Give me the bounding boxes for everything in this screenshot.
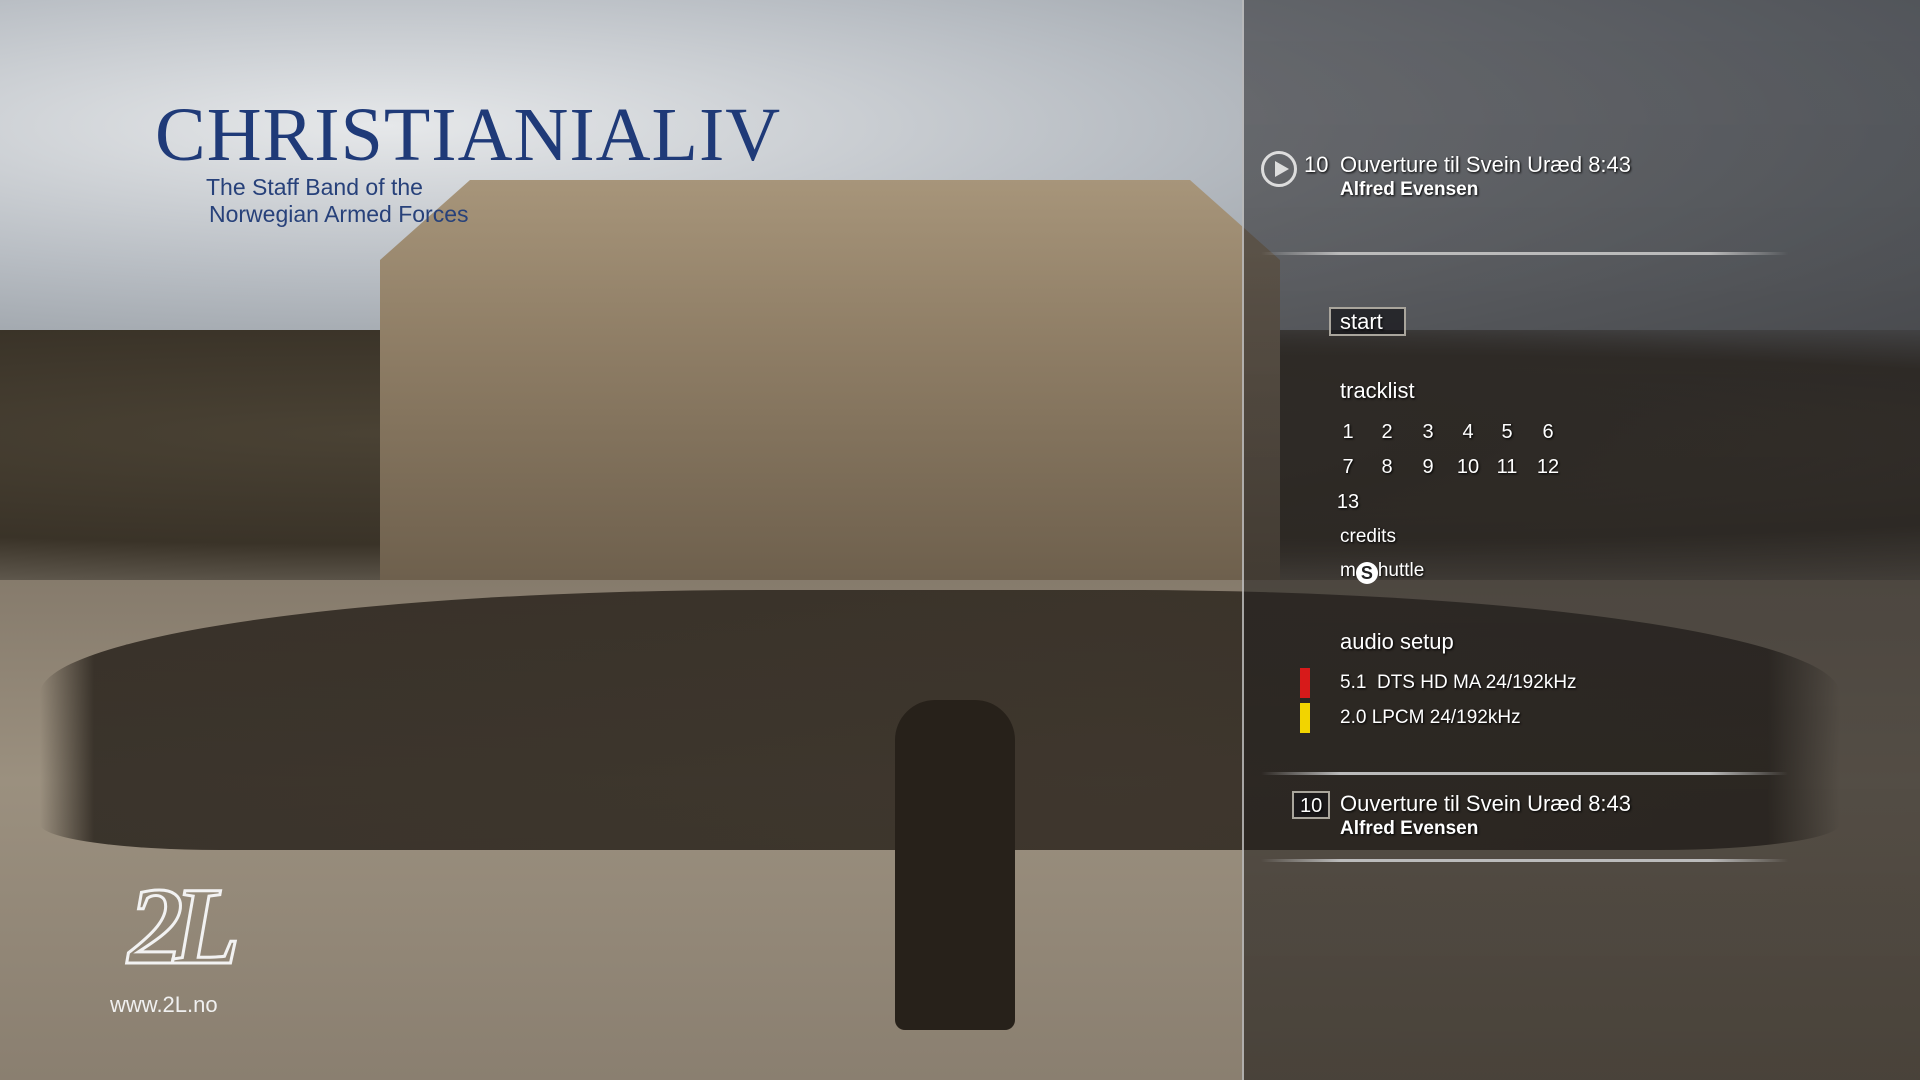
mshuttle-suffix: huttle — [1377, 560, 1425, 581]
divider — [1261, 859, 1788, 862]
audio-option-lpcm[interactable]: 2.0 LPCM 24/192kHz — [1340, 707, 1521, 728]
mshuttle-s-icon: S — [1355, 562, 1378, 584]
audio-setup-heading: audio setup — [1340, 629, 1454, 654]
website-text: www.2L.no — [110, 992, 218, 1017]
mshuttle-prefix: m — [1340, 560, 1356, 581]
tracklist-heading[interactable]: tracklist — [1340, 378, 1415, 403]
yellow-button-indicator — [1300, 703, 1310, 733]
track-13-button[interactable]: 13 — [1336, 491, 1360, 513]
selected-track-number-box: 10 — [1292, 791, 1330, 819]
track-5-button[interactable]: 5 — [1501, 421, 1513, 443]
track-2-button[interactable]: 2 — [1381, 421, 1393, 443]
track-4-button[interactable]: 4 — [1462, 421, 1474, 443]
menu-panel — [1242, 0, 1920, 1080]
credits-link[interactable]: credits — [1340, 526, 1396, 547]
track-3-button[interactable]: 3 — [1422, 421, 1434, 443]
subtitle-line-2: Norwegian Armed Forces — [209, 201, 469, 227]
album-title: CHRISTIANIALIV — [155, 93, 782, 177]
red-button-indicator — [1300, 668, 1310, 698]
start-label: start — [1340, 309, 1383, 334]
divider — [1261, 772, 1788, 775]
track-6-button[interactable]: 6 — [1542, 421, 1554, 443]
2l-logo: 2L — [126, 865, 241, 987]
track-11-button[interactable]: 11 — [1496, 456, 1518, 478]
selected-track-composer: Alfred Evensen — [1340, 818, 1479, 839]
now-playing-composer: Alfred Evensen — [1340, 179, 1479, 200]
play-circle-icon[interactable] — [1261, 151, 1297, 187]
track-7-button[interactable]: 7 — [1342, 456, 1354, 478]
audio-option-dts[interactable]: 5.1 DTS HD MA 24/192kHz — [1340, 672, 1577, 693]
track-10-button[interactable]: 10 — [1456, 456, 1480, 478]
start-button[interactable]: start — [1329, 307, 1406, 336]
track-8-button[interactable]: 8 — [1381, 456, 1393, 478]
selected-track-number: 10 — [1300, 795, 1323, 817]
track-1-button[interactable]: 1 — [1342, 421, 1354, 443]
track-9-button[interactable]: 9 — [1422, 456, 1434, 478]
now-playing-number: 10 — [1304, 152, 1329, 177]
subtitle-line-1: The Staff Band of the — [206, 174, 423, 200]
track-12-button[interactable]: 12 — [1536, 456, 1560, 478]
now-playing-title: Ouverture til Svein Uræd 8:43 — [1340, 152, 1632, 177]
divider — [1261, 252, 1788, 255]
album-subtitle: The Staff Band of the Norwegian Armed Fo… — [206, 174, 469, 228]
selected-track-title: Ouverture til Svein Uræd 8:43 — [1340, 791, 1632, 816]
